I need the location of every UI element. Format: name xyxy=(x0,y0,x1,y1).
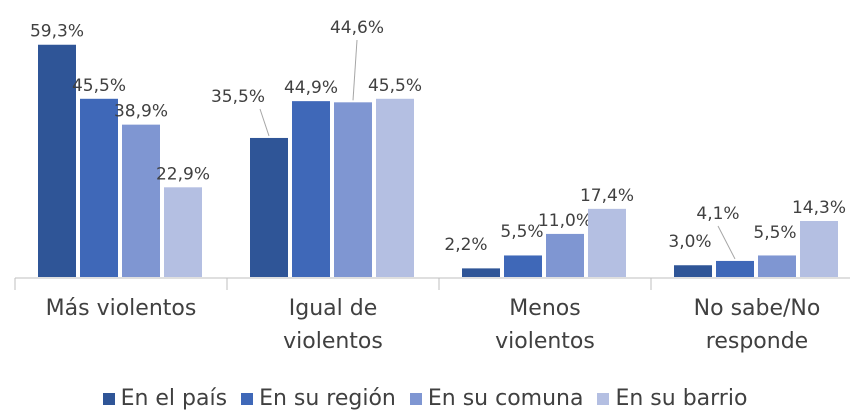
data-label: 45,5% xyxy=(72,76,126,96)
bar xyxy=(292,101,330,278)
data-label: 45,5% xyxy=(368,76,422,96)
legend-swatch xyxy=(102,392,115,405)
legend: En el país En su región En su comuna En su … xyxy=(0,386,850,411)
legend-label: En el país xyxy=(120,386,228,411)
bar xyxy=(504,255,542,277)
bar xyxy=(164,187,202,277)
x-tick-label: Igual de violentos xyxy=(283,296,383,354)
bar xyxy=(462,268,500,277)
legend-item: En su región xyxy=(241,386,396,411)
data-label: 38,9% xyxy=(114,102,168,122)
data-label: 17,4% xyxy=(580,186,634,206)
bar xyxy=(80,98,118,278)
bar xyxy=(800,220,838,277)
data-label: 44,9% xyxy=(284,78,338,98)
data-label: 11,0% xyxy=(538,211,592,231)
legend-label: En su comuna xyxy=(427,386,584,411)
data-label: 14,3% xyxy=(792,198,846,218)
leader-line xyxy=(352,39,358,101)
leader-line xyxy=(717,225,736,260)
x-tick-label: No sabe/No responde xyxy=(693,296,821,354)
bar xyxy=(588,208,626,277)
data-label: 35,5% xyxy=(211,87,265,107)
legend-item: En su barrio xyxy=(597,386,747,411)
legend-swatch xyxy=(241,392,254,405)
data-label: 4,1% xyxy=(696,204,739,224)
x-tick-label: Más violentos xyxy=(45,296,197,321)
legend-label: En su barrio xyxy=(615,386,748,411)
data-label: 2,2% xyxy=(444,235,487,255)
bar xyxy=(674,265,712,277)
leader-line xyxy=(259,108,270,137)
bar xyxy=(334,102,372,277)
bar xyxy=(716,260,754,277)
data-label: 22,9% xyxy=(156,164,210,184)
legend-label: En su región xyxy=(259,386,396,411)
data-label: 44,6% xyxy=(330,18,384,38)
data-label: 5,5% xyxy=(753,223,796,243)
bar xyxy=(376,98,414,278)
legend-swatch xyxy=(409,392,422,405)
data-label: 59,3% xyxy=(30,22,84,42)
bar xyxy=(250,137,288,277)
bar xyxy=(758,255,796,277)
bar xyxy=(38,44,76,277)
bar xyxy=(546,233,584,277)
bar xyxy=(122,124,160,278)
data-label: 5,5% xyxy=(500,222,543,242)
legend-item: En el país xyxy=(102,386,228,411)
x-tick-label: Menos violentos xyxy=(495,296,595,354)
data-label: 3,0% xyxy=(668,232,711,252)
legend-swatch xyxy=(597,392,610,405)
legend-item: En su comuna xyxy=(409,386,584,411)
